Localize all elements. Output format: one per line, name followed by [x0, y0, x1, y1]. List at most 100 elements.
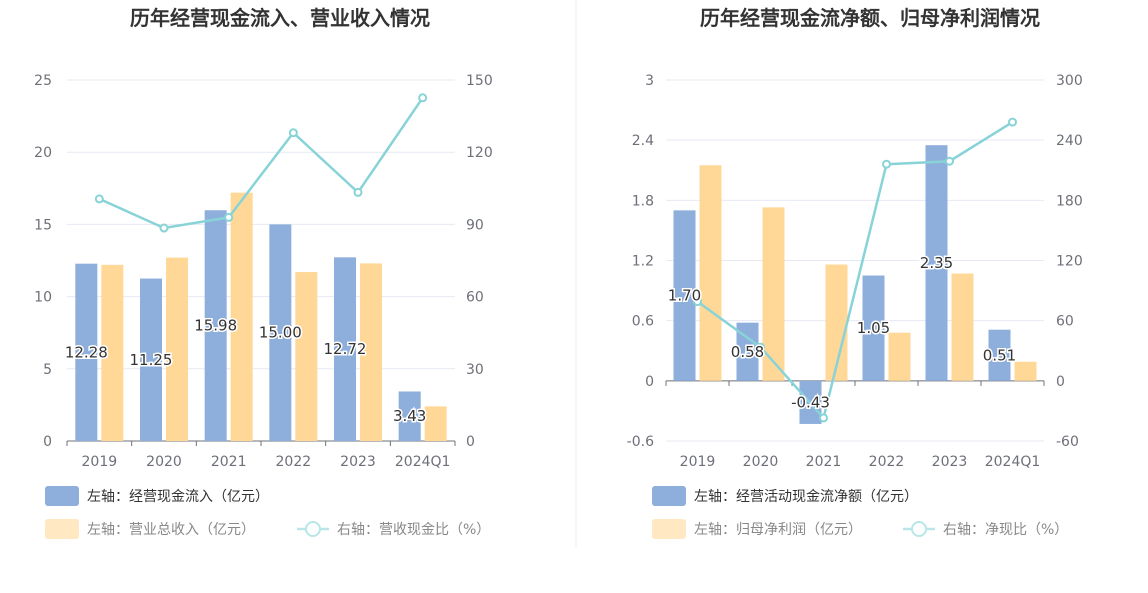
bar-secondary	[762, 207, 785, 381]
x-axis-category-label: 2023	[932, 454, 968, 470]
x-axis-category-label: 2024Q1	[395, 454, 451, 470]
x-axis-category-label: 2020	[146, 454, 182, 470]
left-axis-tick-label: 20	[34, 145, 52, 161]
bar-primary	[75, 263, 98, 441]
bar-data-label: 0.51	[983, 346, 1016, 364]
line-series	[696, 121, 1014, 421]
right-axis-tick-label: 150	[466, 73, 493, 89]
bar-primary	[925, 145, 948, 381]
x-axis-category-label: 2022	[276, 454, 312, 470]
line-point	[882, 159, 891, 169]
legend-label: 左轴：经营现金流入（亿元）	[87, 489, 269, 505]
legend-label: 左轴：归母净利润（亿元）	[694, 521, 862, 538]
bar-secondary	[951, 273, 974, 381]
x-axis-category-label: 2021	[806, 454, 842, 470]
line-point	[693, 297, 702, 307]
bar-primary	[398, 391, 421, 441]
line-point	[94, 194, 104, 204]
bar-data-label: 1.05	[857, 319, 890, 337]
bar-secondary	[230, 192, 253, 441]
left-axis-tick-label: 0.6	[632, 314, 654, 330]
right-axis-tick-label: 300	[1056, 73, 1083, 89]
left-axis-tick-label: 0	[43, 434, 52, 450]
x-axis-category-label: 2019	[680, 454, 716, 470]
line-point	[756, 342, 765, 352]
chart-panel-1: 历年经营现金流入、营业收入情况 0 0 5 30 10 60 15 90 20 120 25 150 20…	[34, 6, 493, 539]
line-point	[418, 93, 428, 103]
bar-data-label: 15.00	[259, 324, 302, 342]
line-point	[224, 212, 234, 222]
legend-label: 左轴：营业总收入（亿元）	[87, 522, 255, 538]
bar-secondary	[424, 406, 447, 441]
left-axis-tick-label: 0	[645, 374, 654, 390]
right-axis-tick-label: 60	[466, 290, 484, 306]
bar-data-label: 15.98	[194, 317, 237, 335]
bar-primary	[140, 278, 162, 441]
left-axis-tick-label: -0.6	[627, 434, 654, 450]
bar-data-label: 2.35	[920, 254, 953, 272]
x-axis-category-label: 2021	[211, 454, 247, 470]
legend-swatch	[652, 486, 686, 506]
left-axis-tick-label: 1.2	[632, 254, 654, 270]
bar-secondary	[360, 263, 382, 441]
left-axis-tick-label: 5	[43, 362, 52, 378]
bar-primary	[988, 329, 1011, 381]
legend-swatch	[45, 486, 79, 506]
legend-label: 右轴：净现比（%）	[943, 522, 1068, 538]
bar-data-label: -0.43	[791, 393, 830, 411]
bar-secondary	[825, 264, 848, 381]
chart-panel-2: 历年经营现金流净额、归母净利润情况 -0.6 -60 0 0 0.6 60 1.2 120 1.8…	[627, 6, 1083, 539]
left-axis-tick-label: 3	[645, 73, 654, 89]
line-point	[1008, 117, 1017, 127]
left-axis-tick-label: 2.4	[632, 133, 654, 149]
line-point	[353, 187, 363, 197]
right-axis-tick-label: 120	[466, 145, 493, 161]
bar-primary	[736, 322, 759, 381]
bar-primary	[204, 210, 227, 441]
bar-secondary	[888, 332, 911, 381]
chart-title: 历年经营现金流净额、归母净利润情况	[700, 6, 1040, 30]
legend-line-marker	[305, 521, 321, 537]
right-axis-tick-label: 30	[466, 362, 484, 378]
x-axis-category-label: 2019	[82, 454, 118, 470]
bar-secondary	[101, 264, 124, 441]
left-axis-tick-label: 1.8	[632, 193, 654, 209]
chart-title: 历年经营现金流入、营业收入情况	[130, 6, 430, 30]
legend-swatch	[652, 519, 686, 539]
right-axis-tick-label: -60	[1056, 434, 1079, 450]
x-axis-category-label: 2022	[869, 454, 905, 470]
bar-primary	[862, 275, 885, 381]
left-axis-tick-label: 25	[34, 73, 52, 89]
bar-primary	[269, 224, 292, 441]
bar-data-label: 1.70	[668, 287, 701, 305]
legend-label: 右轴：营收现金比（%）	[337, 522, 490, 538]
bar-data-label: 12.28	[65, 343, 108, 361]
bar-secondary	[295, 272, 318, 441]
right-axis-tick-label: 120	[1056, 254, 1083, 270]
right-axis-tick-label: 0	[466, 434, 475, 450]
bar-data-label: 3.43	[393, 407, 426, 425]
bar-data-label: 0.58	[731, 343, 764, 361]
left-axis-tick-label: 10	[34, 290, 52, 306]
line-point	[945, 156, 954, 166]
bar-primary	[334, 257, 356, 441]
right-axis-tick-label: 60	[1056, 314, 1074, 330]
bar-data-label: 12.72	[324, 340, 367, 358]
legend-label: 左轴：经营活动现金流净额（亿元）	[694, 489, 918, 505]
right-axis-tick-label: 180	[1056, 193, 1083, 209]
line-point	[819, 413, 828, 423]
line-point	[288, 128, 298, 138]
bar-data-label: 11.25	[130, 351, 173, 369]
bar-secondary	[1014, 361, 1037, 381]
right-axis-tick-label: 0	[1056, 374, 1065, 390]
bar-primary	[673, 210, 696, 381]
x-axis-category-label: 2023	[340, 454, 376, 470]
right-axis-tick-label: 90	[466, 217, 484, 233]
legend-swatch	[45, 519, 79, 539]
legend-line-marker	[911, 521, 927, 537]
line-point	[159, 223, 169, 233]
line-series	[98, 97, 424, 230]
bar-secondary	[699, 165, 722, 381]
